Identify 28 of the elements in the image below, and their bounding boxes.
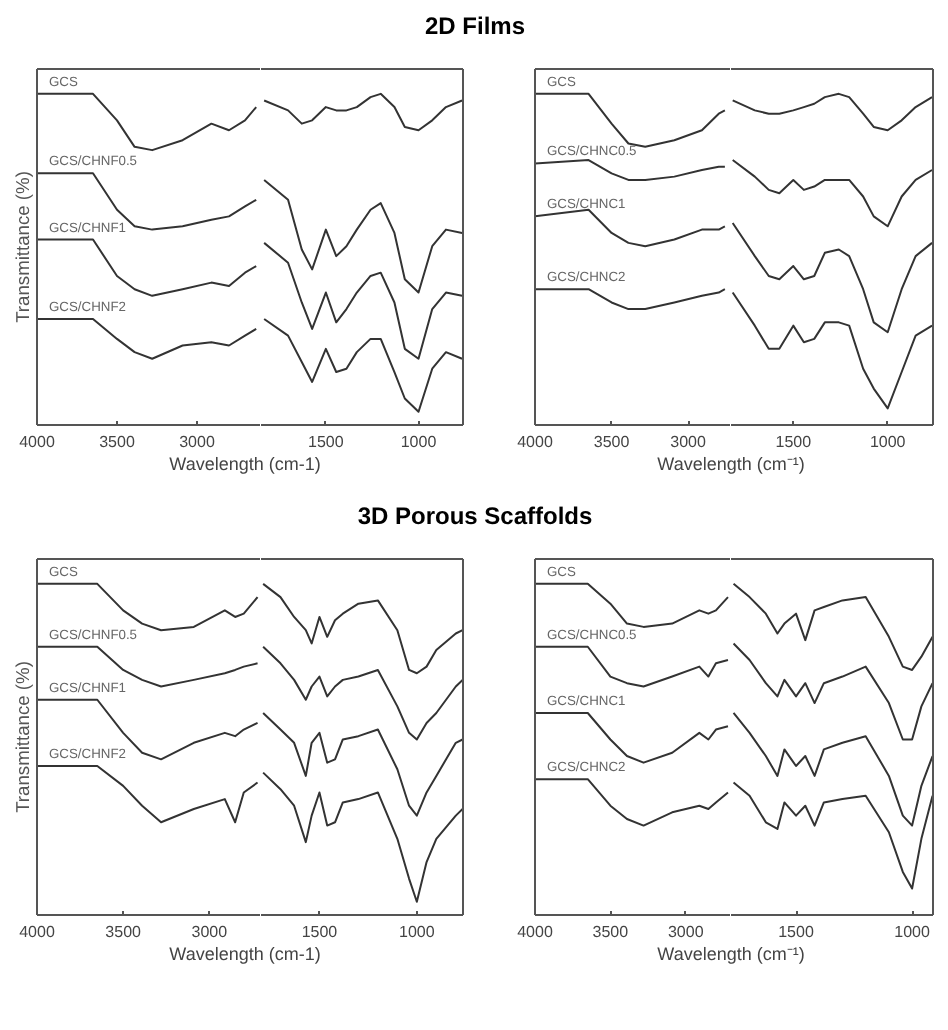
text: 3D Porous Scaffolds — [357, 500, 593, 534]
x-tick-label: 1000 — [894, 923, 931, 941]
x-tick-label: 4000 — [19, 433, 56, 451]
x-tick-label: 4000 — [517, 923, 554, 941]
x-tick-label: 1500 — [775, 433, 813, 451]
x-axis-title: Wavelength (cm-1) — [169, 452, 321, 478]
x-tick-label: 3500 — [99, 433, 136, 451]
x-tick-label: 1000 — [400, 433, 438, 451]
x-tick-label: 1000 — [869, 433, 907, 451]
text: 2D Films — [424, 10, 525, 44]
x-axis-title: Wavelength (cm⁻¹) — [657, 942, 805, 968]
y-axis-title: Transmittance (%) — [13, 171, 33, 323]
x-tick-label: 4000 — [19, 923, 56, 941]
x-axis-title: Wavelength (cm⁻¹) — [657, 452, 805, 478]
x-tick-label: 3500 — [105, 923, 143, 941]
x-tick-label: 3000 — [179, 433, 216, 451]
x-tick-label: 1500 — [301, 923, 339, 941]
x-tick-label: 1500 — [778, 923, 815, 941]
x-tick-label: 3000 — [667, 923, 705, 941]
x-tick-label: 3500 — [593, 433, 631, 451]
x-axis-title: Wavelength (cm-1) — [169, 942, 321, 968]
x-tick-label: 3500 — [592, 923, 630, 941]
x-tick-label: 3000 — [191, 923, 229, 941]
x-tick-label: 1500 — [308, 433, 345, 451]
y-axis-title: Transmittance (%) — [13, 661, 33, 813]
x-tick-label: 1000 — [399, 923, 436, 941]
x-tick-label: 4000 — [517, 433, 554, 451]
x-tick-label: 3000 — [670, 433, 708, 451]
